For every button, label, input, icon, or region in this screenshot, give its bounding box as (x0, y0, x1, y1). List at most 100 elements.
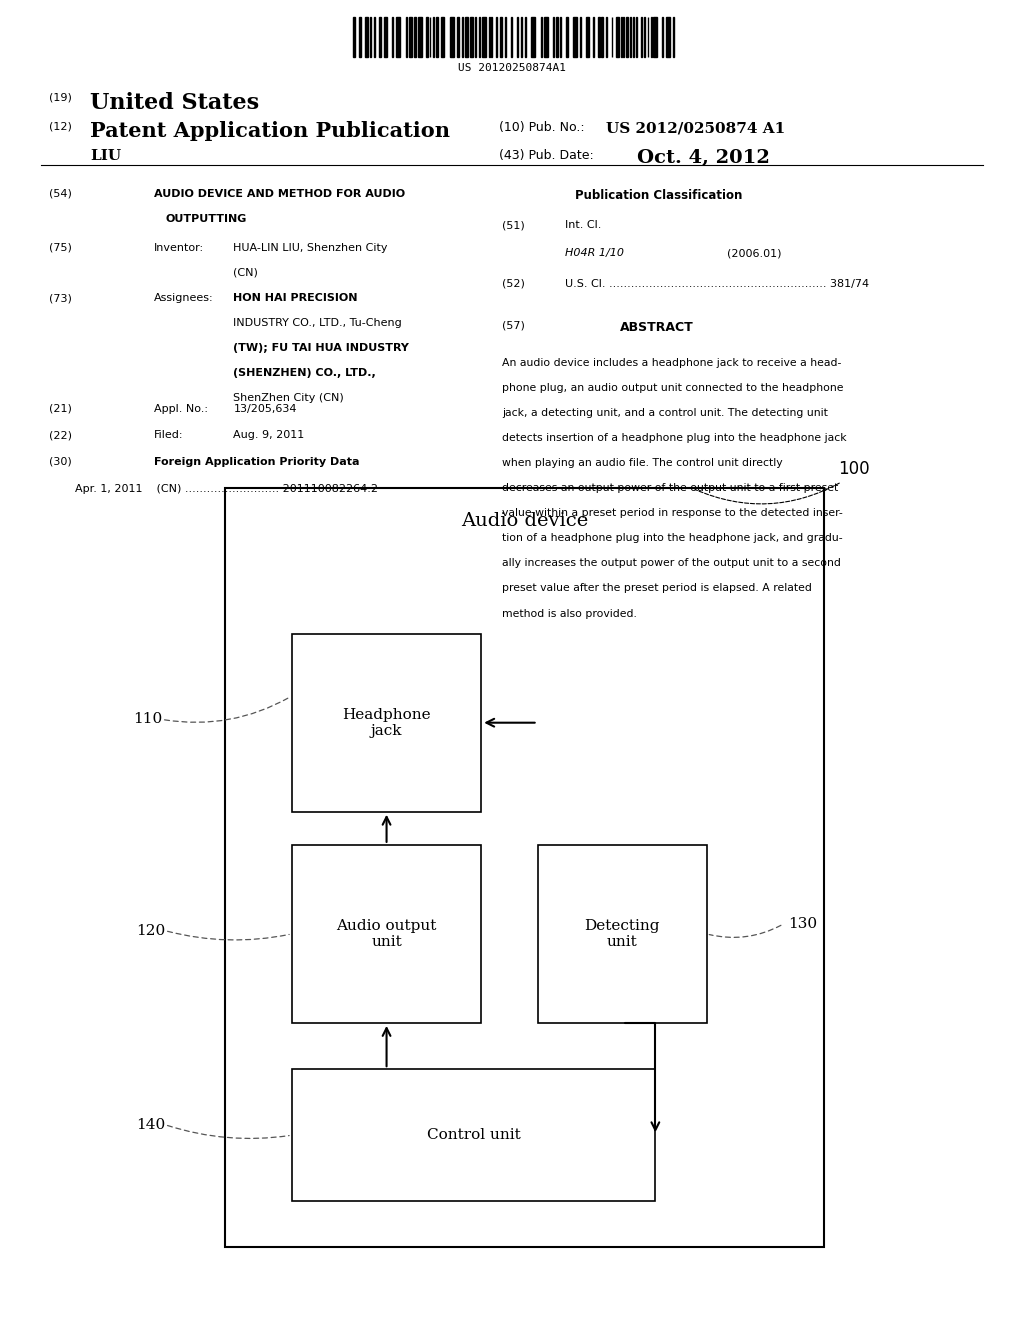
Bar (593, 17, 595, 57)
Text: (12): (12) (49, 121, 72, 132)
Bar (225, 488, 824, 1247)
Bar (605, 17, 607, 57)
Bar (616, 17, 618, 57)
Text: Int. Cl.: Int. Cl. (565, 220, 602, 231)
Text: (52): (52) (502, 279, 524, 289)
Text: LIU: LIU (90, 149, 121, 164)
Text: Headphone
jack: Headphone jack (342, 708, 431, 738)
Text: H04R 1/10: H04R 1/10 (565, 248, 625, 259)
Bar (418, 17, 422, 57)
FancyArrowPatch shape (695, 483, 840, 504)
Text: Appl. No.:: Appl. No.: (154, 404, 208, 414)
Bar (627, 17, 628, 57)
Text: An audio device includes a headphone jack to receive a head-: An audio device includes a headphone jac… (502, 358, 841, 368)
Bar (601, 17, 603, 57)
Text: (SHENZHEN) CO., LTD.,: (SHENZHEN) CO., LTD., (233, 368, 376, 379)
Bar (436, 17, 438, 57)
Text: 140: 140 (136, 1118, 166, 1131)
Text: (10) Pub. No.:: (10) Pub. No.: (499, 121, 585, 135)
Text: ally increases the output power of the output unit to a second: ally increases the output power of the o… (502, 558, 841, 569)
FancyArrowPatch shape (168, 1126, 289, 1138)
Text: (73): (73) (49, 293, 72, 304)
Text: phone plug, an audio output unit connected to the headphone: phone plug, an audio output unit connect… (502, 383, 843, 393)
Text: Publication Classification: Publication Classification (575, 189, 742, 202)
Text: (19): (19) (49, 92, 72, 103)
Text: Patent Application Publication: Patent Application Publication (90, 121, 451, 141)
Bar (545, 17, 548, 57)
Bar (292, 1069, 655, 1201)
Text: 13/205,634: 13/205,634 (233, 404, 297, 414)
Text: (2006.01): (2006.01) (727, 248, 781, 259)
Bar (653, 17, 657, 57)
Bar (384, 17, 387, 57)
Bar (511, 17, 512, 57)
Bar (490, 17, 492, 57)
Bar (426, 17, 428, 57)
Text: Assignees:: Assignees: (154, 293, 213, 304)
Text: preset value after the preset period is elapsed. A related: preset value after the preset period is … (502, 583, 812, 594)
Bar (365, 17, 368, 57)
Text: Control unit: Control unit (427, 1129, 520, 1142)
Text: US 2012/0250874 A1: US 2012/0250874 A1 (606, 121, 785, 136)
Text: OUTPUTTING: OUTPUTTING (166, 214, 247, 224)
Bar (353, 17, 355, 57)
Bar (662, 17, 664, 57)
Text: method is also provided.: method is also provided. (502, 609, 637, 619)
Bar (292, 634, 481, 812)
Bar (651, 17, 652, 57)
Text: value within a preset period in response to the detected inser-: value within a preset period in response… (502, 508, 843, 519)
Bar (432, 17, 434, 57)
Bar (465, 17, 468, 57)
Bar (470, 17, 473, 57)
Bar (553, 17, 554, 57)
Bar (566, 17, 567, 57)
Text: Oct. 4, 2012: Oct. 4, 2012 (637, 149, 770, 168)
Bar (505, 17, 507, 57)
Bar (641, 17, 642, 57)
Bar (414, 17, 416, 57)
Bar (633, 17, 635, 57)
Text: decreases an output power of the output unit to a first preset: decreases an output power of the output … (502, 483, 838, 494)
Text: (54): (54) (49, 189, 72, 199)
Text: Aug. 9, 2011: Aug. 9, 2011 (233, 430, 305, 441)
Bar (573, 17, 577, 57)
Bar (482, 17, 485, 57)
Text: (51): (51) (502, 220, 524, 231)
Bar (560, 17, 561, 57)
Text: 130: 130 (788, 917, 817, 931)
Bar (667, 17, 670, 57)
Text: HUA-LIN LIU, Shenzhen City: HUA-LIN LIU, Shenzhen City (233, 243, 388, 253)
Text: AUDIO DEVICE AND METHOD FOR AUDIO: AUDIO DEVICE AND METHOD FOR AUDIO (154, 189, 404, 199)
Bar (457, 17, 459, 57)
Bar (379, 17, 381, 57)
Bar (636, 17, 637, 57)
Text: 100: 100 (838, 459, 869, 478)
Bar (410, 17, 413, 57)
Text: 120: 120 (136, 924, 166, 937)
Text: Inventor:: Inventor: (154, 243, 204, 253)
Bar (598, 17, 599, 57)
Bar (440, 17, 444, 57)
Text: (21): (21) (49, 404, 72, 414)
Bar (541, 17, 542, 57)
Bar (488, 17, 489, 57)
Bar (359, 17, 360, 57)
Text: (75): (75) (49, 243, 72, 253)
Text: (TW); FU TAI HUA INDUSTRY: (TW); FU TAI HUA INDUSTRY (233, 343, 410, 354)
Bar (538, 845, 707, 1023)
Text: ABSTRACT: ABSTRACT (620, 321, 693, 334)
Text: United States: United States (90, 92, 259, 115)
Bar (531, 17, 535, 57)
Bar (524, 17, 525, 57)
Text: (57): (57) (502, 321, 524, 331)
FancyArrowPatch shape (168, 932, 289, 940)
Bar (475, 17, 476, 57)
Bar (406, 17, 407, 57)
Text: (43) Pub. Date:: (43) Pub. Date: (499, 149, 594, 162)
FancyArrowPatch shape (165, 697, 290, 722)
Text: HON HAI PRECISION: HON HAI PRECISION (233, 293, 358, 304)
Text: Apr. 1, 2011    (CN) .......................... 201110082264.2: Apr. 1, 2011 (CN) ......................… (75, 484, 378, 495)
Bar (673, 17, 675, 57)
Text: (30): (30) (49, 457, 72, 467)
Text: (CN): (CN) (233, 268, 258, 279)
